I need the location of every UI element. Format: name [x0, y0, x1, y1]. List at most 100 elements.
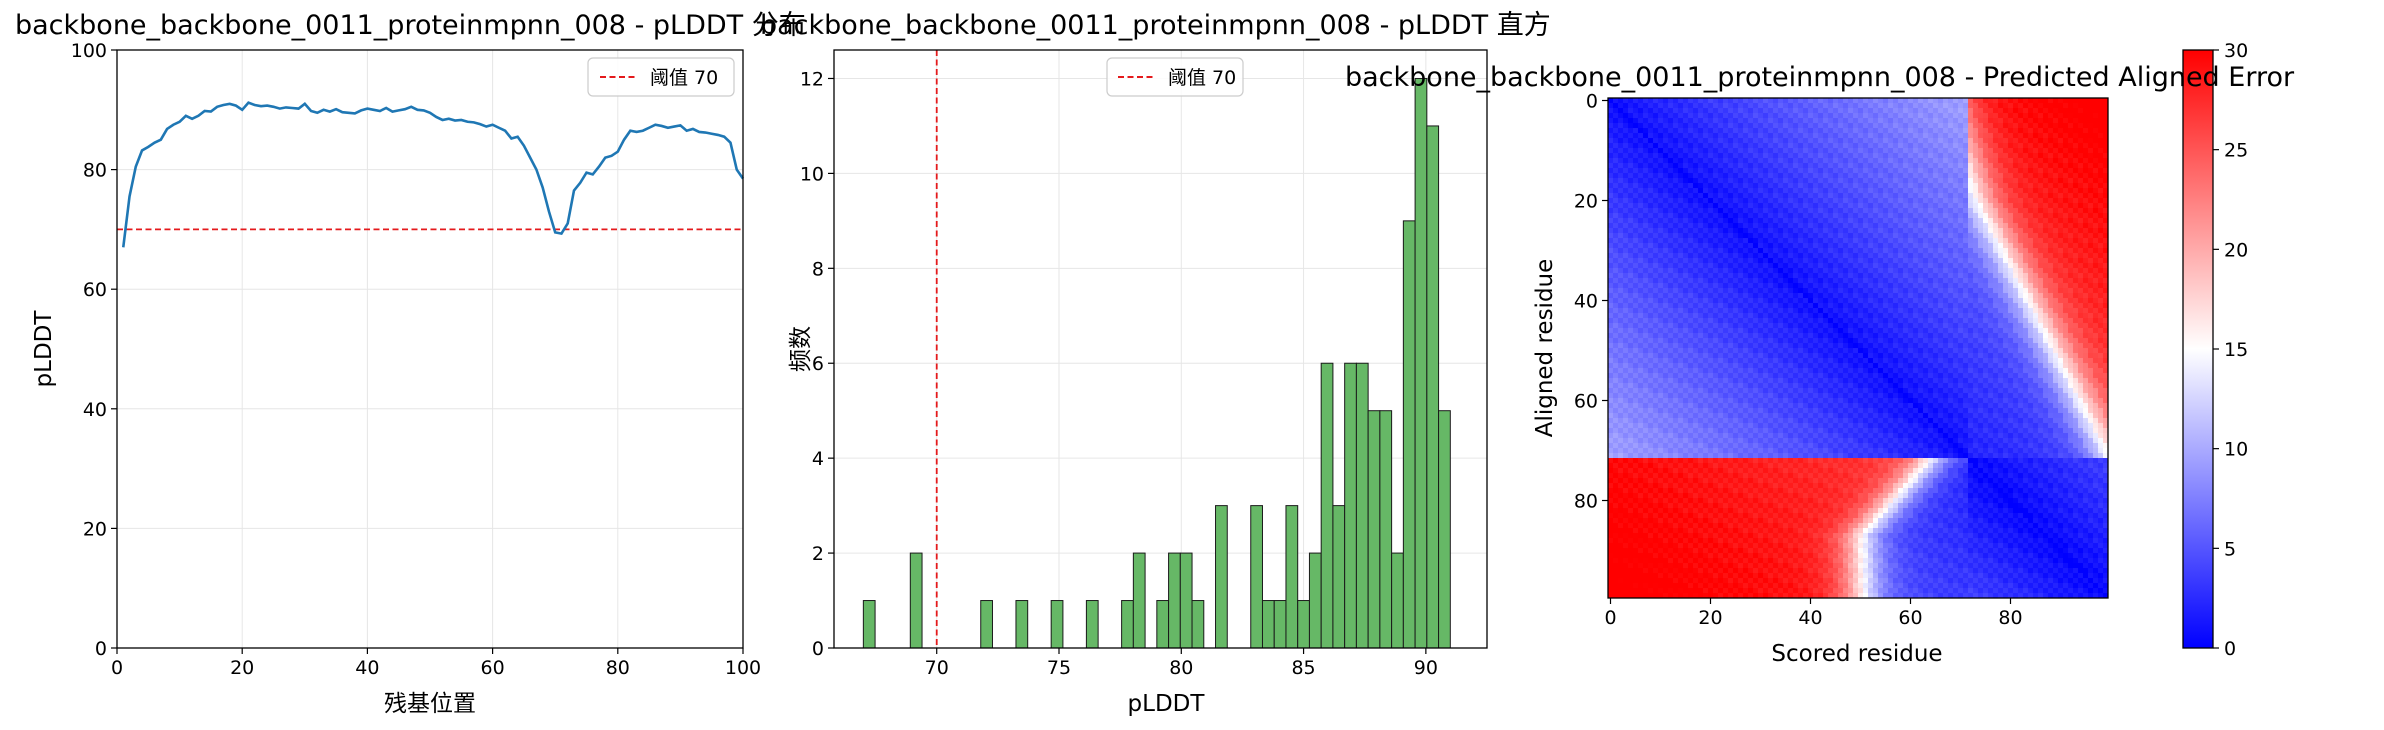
- heatmap-cell: [1668, 313, 1674, 319]
- heatmap-cell: [1673, 208, 1679, 214]
- heatmap-cell: [1883, 203, 1889, 209]
- heatmap-cell: [1688, 203, 1694, 209]
- heatmap-cell: [1938, 218, 1944, 224]
- heatmap-cell: [2003, 213, 2009, 219]
- heatmap-cell: [1728, 228, 1734, 234]
- heatmap-cell: [1993, 173, 1999, 179]
- heatmap-cell: [1818, 278, 1824, 284]
- heatmap-cell: [1683, 238, 1689, 244]
- heatmap-cell: [2033, 168, 2039, 174]
- heatmap-cell: [1628, 203, 1634, 209]
- heatmap-cell: [2093, 118, 2099, 124]
- heatmap-cell: [1993, 313, 1999, 319]
- heatmap-cell: [1798, 148, 1804, 154]
- heatmap-cell: [1658, 263, 1664, 269]
- heatmap-cell: [1698, 293, 1704, 299]
- heatmap-cell: [2013, 128, 2019, 134]
- heatmap-cell: [1743, 273, 1749, 279]
- heatmap-cell: [1648, 198, 1654, 204]
- heatmap-cell: [1623, 323, 1629, 329]
- heatmap-cell: [2018, 108, 2024, 114]
- heatmap-cell: [2018, 283, 2024, 289]
- heatmap-cell: [1653, 178, 1659, 184]
- heatmap-cell: [1808, 203, 1814, 209]
- heatmap-cell: [1853, 233, 1859, 239]
- heatmap-cell: [1758, 178, 1764, 184]
- heatmap-cell: [2083, 213, 2089, 219]
- heatmap-cell: [2073, 248, 2079, 254]
- heatmap-cell: [1793, 178, 1799, 184]
- heatmap-cell: [1653, 173, 1659, 179]
- heatmap-cell: [1898, 243, 1904, 249]
- heatmap-cell: [1823, 208, 1829, 214]
- heatmap-cell: [1813, 158, 1819, 164]
- heatmap-cell: [2038, 153, 2044, 159]
- heatmap-cell: [1748, 333, 1754, 339]
- heatmap-cell: [1828, 298, 1834, 304]
- heatmap-cell: [1968, 293, 1974, 299]
- heatmap-cell: [1743, 248, 1749, 254]
- heatmap-cell: [1778, 113, 1784, 119]
- heatmap-cell: [1743, 158, 1749, 164]
- heatmap-cell: [1713, 328, 1719, 334]
- heatmap-cell: [2088, 308, 2094, 314]
- heatmap-cell: [1833, 218, 1839, 224]
- heatmap-cell: [1918, 203, 1924, 209]
- heatmap-cell: [1818, 213, 1824, 219]
- heatmap-cell: [1863, 98, 1869, 104]
- heatmap-cell: [1843, 183, 1849, 189]
- heatmap-cell: [2063, 143, 2069, 149]
- heatmap-cell: [2093, 248, 2099, 254]
- heatmap-cell: [1843, 278, 1849, 284]
- heatmap-cell: [2088, 243, 2094, 249]
- heatmap-cell: [1673, 263, 1679, 269]
- heatmap-cell: [1633, 253, 1639, 259]
- heatmap-cell: [1688, 318, 1694, 324]
- heatmap-cell: [1903, 198, 1909, 204]
- heatmap-cell: [2003, 273, 2009, 279]
- heatmap-cell: [1618, 298, 1624, 304]
- heatmap-cell: [1953, 203, 1959, 209]
- heatmap-cell: [1828, 333, 1834, 339]
- heatmap-cell: [1843, 123, 1849, 129]
- heatmap-cell: [1613, 323, 1619, 329]
- heatmap-cell: [1888, 323, 1894, 329]
- heatmap-cell: [1958, 228, 1964, 234]
- heatmap-cell: [1963, 173, 1969, 179]
- heatmap-cell: [1663, 98, 1669, 104]
- heatmap-cell: [2033, 323, 2039, 329]
- heatmap-cell: [1948, 183, 1954, 189]
- heatmap-cell: [1748, 253, 1754, 259]
- heatmap-cell: [1758, 263, 1764, 269]
- heatmap-cell: [1823, 133, 1829, 139]
- heatmap-cell: [1723, 118, 1729, 124]
- heatmap-cell: [2053, 193, 2059, 199]
- heatmap-cell: [1688, 223, 1694, 229]
- histogram-ytick-label: 12: [800, 68, 824, 90]
- heatmap-cell: [2008, 318, 2014, 324]
- heatmap-cell: [1808, 308, 1814, 314]
- heatmap-cell: [2013, 113, 2019, 119]
- heatmap-cell: [1973, 283, 1979, 289]
- heatmap-cell: [1753, 113, 1759, 119]
- heatmap-cell: [2088, 173, 2094, 179]
- heatmap-cell: [2078, 123, 2084, 129]
- heatmap-cell: [1883, 293, 1889, 299]
- heatmap-cell: [2013, 213, 2019, 219]
- heatmap-cell: [1748, 228, 1754, 234]
- heatmap-cell: [1663, 108, 1669, 114]
- heatmap-cell: [1903, 153, 1909, 159]
- heatmap-cell: [1988, 228, 1994, 234]
- heatmap-cell: [1733, 188, 1739, 194]
- heatmap-cell: [1863, 173, 1869, 179]
- heatmap-cell: [1838, 173, 1844, 179]
- heatmap-cell: [2093, 143, 2099, 149]
- heatmap-cell: [2098, 238, 2104, 244]
- heatmap-cell: [2098, 253, 2104, 259]
- heatmap-cell: [1688, 323, 1694, 329]
- heatmap-cell: [1893, 113, 1899, 119]
- heatmap-cell: [1873, 218, 1879, 224]
- heatmap-cell: [1868, 103, 1874, 109]
- heatmap-cell: [1983, 308, 1989, 314]
- heatmap-cell: [1803, 288, 1809, 294]
